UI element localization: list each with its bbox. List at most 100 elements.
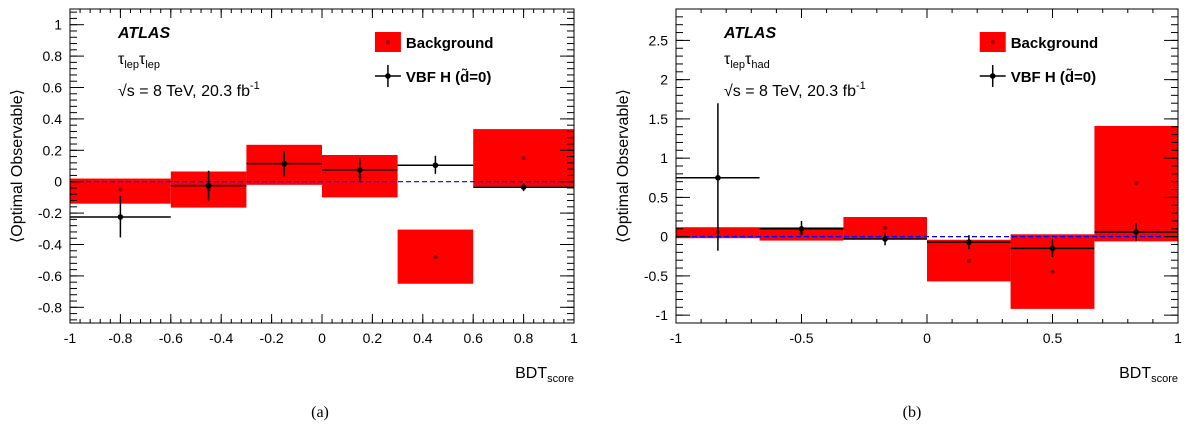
- panel-a-channel-label: τlepτlep: [118, 51, 160, 71]
- panel-b-x-axis-label-main: BDT: [1119, 365, 1151, 382]
- panel-b-y-tick-label-1: -0.5: [644, 268, 668, 284]
- panel-b-background-point-5: [1134, 181, 1139, 186]
- panel-b-channel-sub2: had: [751, 59, 769, 71]
- panel-b-x-axis-label-sub: score: [1151, 373, 1178, 385]
- panel-a-x-axis-label-sub: score: [547, 373, 574, 385]
- panel-b-background-series: [676, 125, 1178, 309]
- panel-a-y-tick-label-7: 0.6: [43, 80, 63, 96]
- panel-a-y-axis-label: ⟨Optimal Observable⟩: [9, 89, 26, 243]
- panel-a-x-tick-label-2: -0.6: [159, 330, 183, 346]
- panel-b-x-tick-label-4: 1: [1174, 330, 1182, 346]
- panel-a-y-tick-label-4: 0: [54, 174, 62, 190]
- panel-a-channel-sub2: lep: [145, 59, 160, 71]
- panel-a-x-axis-label: BDTscore: [515, 365, 574, 385]
- panel-b-legend-background-dot: [990, 40, 995, 44]
- panel-b-legend-signal-label: VBF H (d̃=0): [1011, 68, 1096, 86]
- panel-b-signal-series: [676, 103, 1178, 258]
- panel-b-legend-background-label: Background: [1011, 35, 1099, 52]
- panel-a-y-tick-label-9: 1: [54, 17, 62, 33]
- panel-a-caption: (a): [311, 404, 329, 421]
- panel-a-energy-text: √s = 8 TeV, 20.3 fb: [118, 83, 250, 100]
- panel-a-legend-background-dot: [385, 40, 390, 44]
- panel-a-y-tick-label-0: -0.8: [38, 299, 62, 315]
- panel-b-y-tick-label-4: 1: [660, 150, 668, 166]
- panel-a-x-tick-label-5: 0: [318, 330, 326, 346]
- panel-a: -1 -0.8 -0.6 -0.4 -0.2 0 0.2 0.4 0.6 0.8 1-0.8-0.6…: [9, 8, 578, 421]
- panel-b-background-point-4: [1050, 269, 1055, 274]
- panel-a-signal-point-4: [432, 162, 439, 169]
- panel-b-channel-tau1: τ: [724, 51, 731, 68]
- panel-a-x-axis-label-main: BDT: [515, 365, 547, 382]
- panel-a-y-tick-label-8: 0.8: [43, 48, 63, 64]
- panel-a-x-tick-label-6: 0.2: [363, 330, 383, 346]
- panel-a-signal-point-0: [117, 214, 124, 220]
- panel-a-legend-signal-dot: [385, 73, 391, 79]
- panel-a-y-tick-label-5: 0.2: [43, 142, 63, 158]
- panel-a-legend-signal-label: VBF H (d̃=0): [406, 68, 491, 86]
- panel-b-x-tick-label-2: 0: [923, 330, 931, 346]
- panel-b-y-tick-label-5: 1.5: [649, 111, 669, 127]
- panel-a-energy-label: √s = 8 TeV, 20.3 fb-1: [118, 80, 260, 100]
- panel-b-channel-sub1: lep: [730, 59, 745, 71]
- panel-b: -1 -0.5 0 0.5 1 -1 -0.5 0 0.5 1 1.5 2 2.5 ⟨Optimal Ob…: [615, 8, 1182, 421]
- panel-b-y-tick-label-7: 2.5: [649, 32, 669, 48]
- panel-a-background-series: [70, 129, 574, 284]
- panel-a-channel-tau2: τ: [139, 51, 146, 68]
- panel-b-energy-label: √s = 8 TeV, 20.3 fb-1: [724, 80, 866, 100]
- panel-b-legend: Background VBF H (d̃=0): [979, 32, 1099, 87]
- panel-b-x-tick-label-0: -1: [670, 330, 683, 346]
- panel-a-signal-point-5: [520, 184, 527, 190]
- panel-a-legend: Background VBF H (d̃=0): [374, 32, 494, 87]
- panel-a-y-ticks: -0.8 -0.6 -0.4 -0.2 0 0.2 0.4 0.6 0.8 1: [38, 11, 574, 321]
- panel-b-signal-point-2: [882, 236, 888, 242]
- panel-a-signal-point-3: [357, 167, 363, 173]
- panel-b-x-axis-label: BDTscore: [1119, 365, 1178, 385]
- panel-a-y-tick-label-6: 0.4: [43, 111, 63, 127]
- panel-a-energy-sup: -1: [250, 80, 260, 92]
- panel-a-signal-point-2: [281, 160, 288, 167]
- panel-b-caption: (b): [903, 404, 922, 421]
- panel-a-background-point-4: [433, 255, 438, 260]
- panel-a-legend-background-label: Background: [406, 35, 494, 52]
- panel-b-legend-signal-dot: [989, 73, 996, 79]
- panel-a-channel-sub1: lep: [124, 59, 139, 71]
- panel-b-energy-sup: -1: [856, 80, 866, 92]
- panel-b-y-tick-label-0: -1: [656, 307, 669, 323]
- panel-a-signal-point-1: [205, 182, 212, 189]
- panel-a-background-point-5: [521, 156, 526, 161]
- panel-a-x-tick-label-7: 0.4: [413, 330, 433, 346]
- panel-b-signal-point-3: [966, 239, 972, 245]
- panel-b-y-tick-label-3: 0.5: [649, 189, 669, 205]
- panel-a-y-tick-label-2: -0.4: [38, 237, 62, 253]
- panel-b-y-ticks: -1 -0.5 0 0.5 1 1.5 2 2.5: [644, 8, 1178, 324]
- panel-a-x-ticks: -1 -0.8 -0.6 -0.4 -0.2 0 0.2 0.4 0.6 0.8 1: [64, 9, 578, 346]
- panel-b-x-ticks: -1 -0.5 0 0.5 1: [670, 9, 1182, 346]
- panel-b-x-tick-label-1: -0.5: [789, 330, 813, 346]
- panel-b-signal-point-1: [798, 226, 805, 232]
- panel-a-y-tick-label-1: -0.6: [38, 268, 62, 284]
- panel-a-experiment-label: ATLAS: [117, 25, 170, 42]
- panel-a-signal-series: [70, 151, 574, 238]
- panel-a-background-point-0: [118, 187, 123, 192]
- panel-a-x-tick-label-1: -0.8: [108, 330, 132, 346]
- panel-a-x-tick-label-4: -0.2: [260, 330, 284, 346]
- panel-a-x-tick-label-0: -1: [64, 330, 77, 346]
- panel-b-energy-text: √s = 8 TeV, 20.3 fb: [724, 83, 856, 100]
- panel-a-x-tick-label-3: -0.4: [209, 330, 233, 346]
- panel-b-y-tick-label-2: 0: [660, 229, 668, 245]
- panel-a-channel-tau1: τ: [118, 51, 125, 68]
- panel-a-y-tick-label-3: -0.2: [38, 205, 62, 221]
- panel-a-x-tick-label-8: 0.6: [463, 330, 483, 346]
- panel-a-x-tick-label-10: 1: [570, 330, 578, 346]
- panel-b-signal-point-5: [1133, 229, 1139, 235]
- panel-b-experiment-label: ATLAS: [723, 25, 776, 42]
- panel-b-x-tick-label-3: 0.5: [1043, 330, 1063, 346]
- panel-b-background-point-3: [966, 258, 971, 263]
- panel-b-background-point-2: [883, 226, 888, 231]
- panel-b-signal-point-4: [1049, 245, 1056, 252]
- panel-b-channel-tau2: τ: [745, 51, 752, 68]
- panel-b-y-tick-label-6: 2: [660, 72, 668, 88]
- panel-a-x-tick-label-9: 0.8: [514, 330, 534, 346]
- panel-b-signal-point-0: [715, 174, 721, 181]
